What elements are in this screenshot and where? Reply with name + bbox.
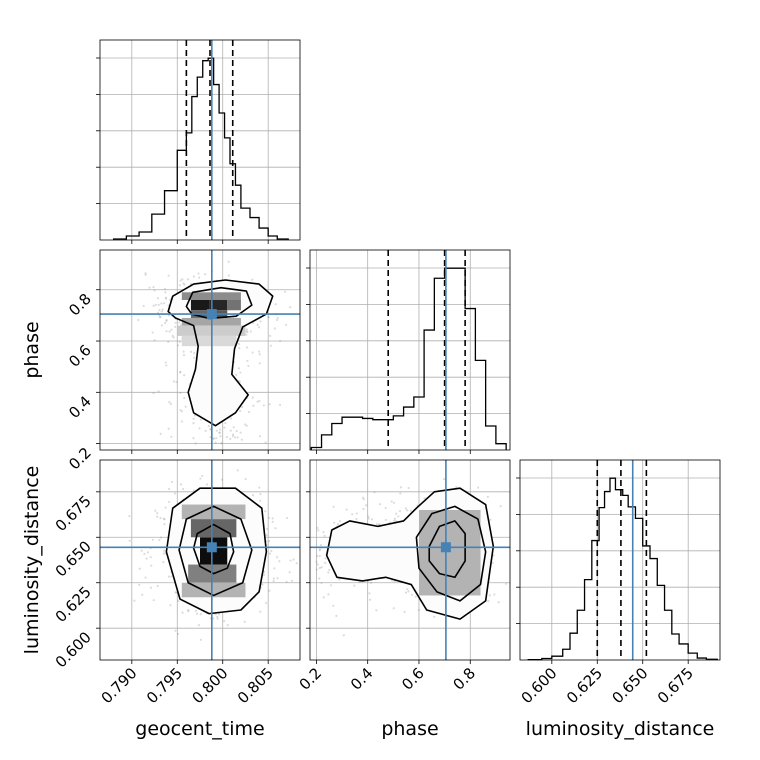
truth-marker	[440, 542, 451, 553]
truth-marker	[206, 309, 217, 320]
contour-line	[178, 505, 253, 597]
y-tick-label: 0.675	[52, 492, 95, 535]
histogram-steps	[527, 477, 718, 661]
y-tick-label: 0.8	[65, 290, 95, 320]
density-cell	[181, 582, 246, 598]
x-tick-label: 0.805	[234, 664, 277, 707]
contour-line	[165, 487, 268, 615]
contour-line	[325, 487, 495, 620]
x-tick-label: 0.4	[347, 664, 377, 694]
x-axis-label-phase: phase	[381, 718, 438, 740]
x-tick-label: 0.790	[98, 664, 141, 707]
y-tick-label: 0.625	[52, 583, 95, 626]
contour-line	[428, 520, 466, 579]
x-axis-label-luminosity_distance: luminosity_distance	[526, 718, 715, 740]
y-tick-label: 0.6	[65, 341, 95, 371]
x-axis-label-geocent_time: geocent_time	[135, 718, 264, 740]
y-tick-label: 0.600	[52, 628, 95, 671]
x-tick-label: 0.675	[654, 664, 697, 707]
histogram-phase	[306, 249, 511, 454]
scatter-geocent_time-vs-phase	[96, 249, 301, 454]
truth-marker	[206, 542, 217, 553]
x-tick-label: 0.8	[449, 664, 479, 694]
x-tick-label: 0.600	[518, 664, 561, 707]
contour-line	[185, 286, 253, 320]
x-tick-label: 0.795	[143, 664, 186, 707]
density-cell	[181, 504, 246, 520]
histogram-luminosity_distance	[516, 459, 721, 664]
x-tick-label: 0.625	[563, 664, 606, 707]
y-tick-label: 0.2	[65, 444, 95, 474]
scatter-phase-vs-luminosity_distance	[306, 459, 511, 664]
x-tick-label: 0.800	[188, 664, 231, 707]
histogram-steps	[310, 267, 507, 450]
contour-line	[192, 523, 235, 575]
density-cell	[181, 335, 237, 347]
density-cell	[190, 519, 237, 538]
scatter-geocent_time-vs-luminosity_distance	[96, 459, 301, 664]
density-cell	[190, 300, 210, 311]
histogram-steps	[112, 57, 289, 240]
density-cell	[209, 300, 228, 311]
contour-line	[167, 279, 274, 427]
contour-line	[415, 505, 487, 602]
histogram-geocent_time	[96, 39, 301, 244]
x-tick-label: 0.6	[398, 664, 428, 694]
x-tick-label: 0.2	[296, 664, 326, 694]
y-tick-label: 0.4	[65, 392, 95, 422]
x-tick-label: 0.650	[608, 664, 651, 707]
y-axis-label-phase: phase	[21, 321, 43, 378]
panels-layer	[96, 39, 721, 664]
y-tick-label: 0.650	[52, 537, 95, 580]
density-cell	[227, 300, 241, 311]
y-axis-label-luminosity_distance: luminosity_distance	[21, 466, 43, 655]
